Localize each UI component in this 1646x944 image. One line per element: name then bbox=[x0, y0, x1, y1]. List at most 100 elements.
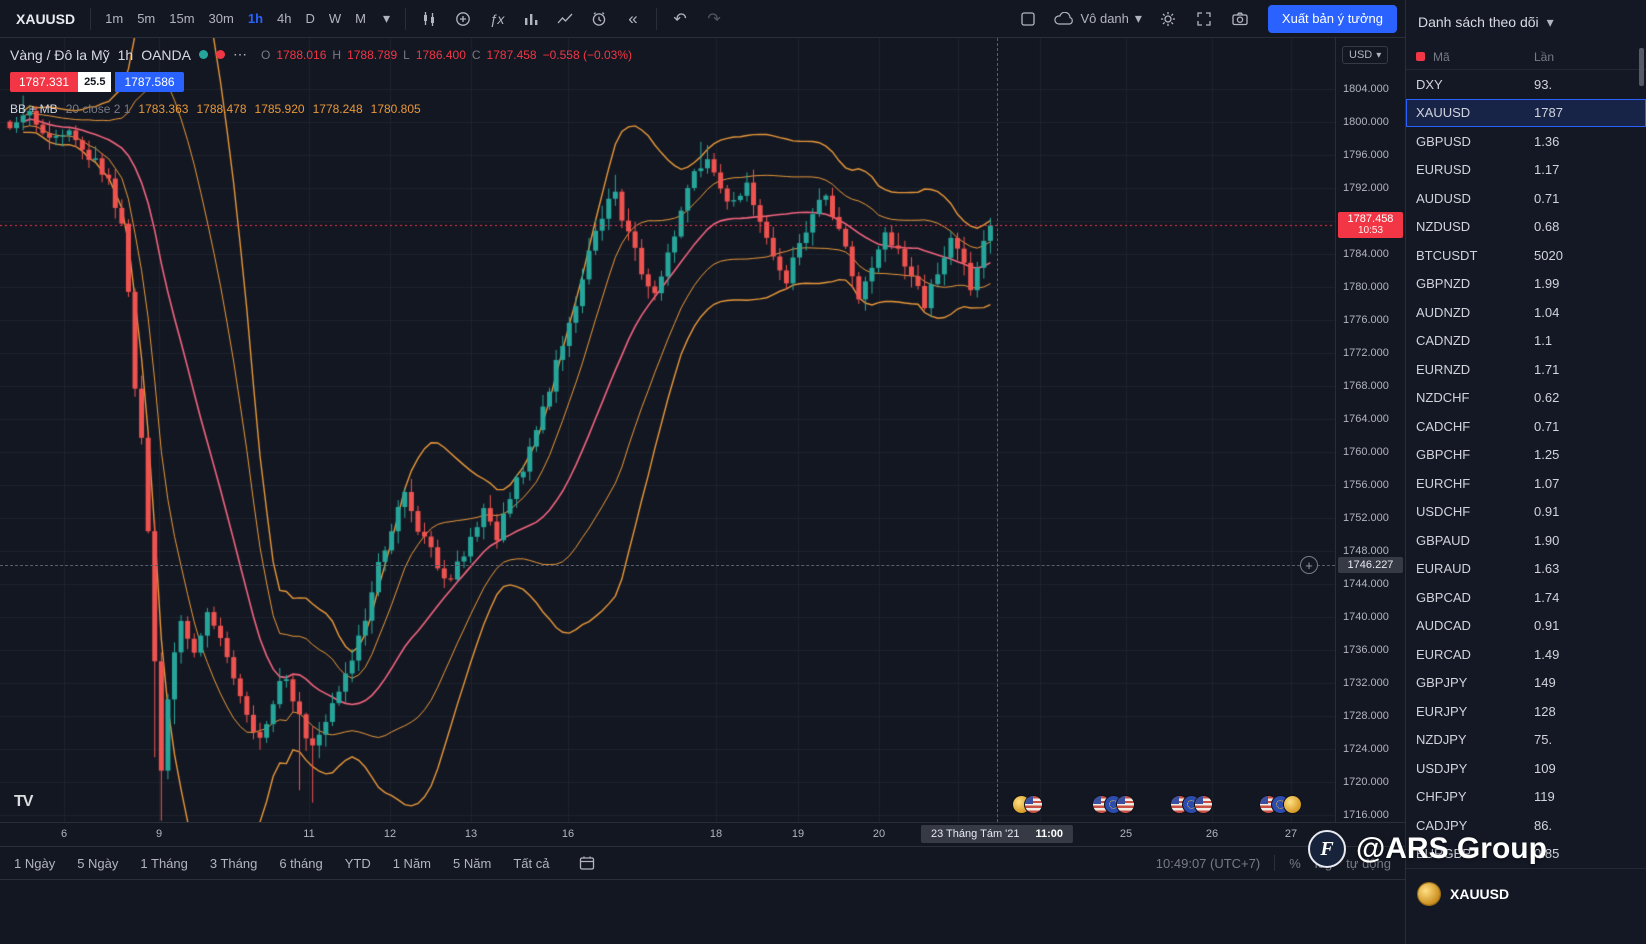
watchlist-row-eurusd[interactable]: EURUSD 1.17 bbox=[1406, 156, 1646, 185]
interval-button-15m[interactable]: 15m bbox=[169, 11, 195, 26]
watchlist-row-eurcad[interactable]: EURCAD 1.49 bbox=[1406, 640, 1646, 669]
watchlist-row-eurchf[interactable]: EURCHF 1.07 bbox=[1406, 469, 1646, 498]
clock[interactable]: 10:49:07 (UTC+7) bbox=[1155, 855, 1261, 871]
price-axis-label: 1748.000 bbox=[1343, 545, 1389, 557]
watchlist-row-cadnzd[interactable]: CADNZD 1.1 bbox=[1406, 327, 1646, 356]
symbol-title[interactable]: Vàng / Đô la Mỹ bbox=[10, 46, 110, 63]
sell-button[interactable]: 1787.331 bbox=[10, 72, 79, 92]
alert-button[interactable] bbox=[583, 6, 615, 32]
publish-idea-button[interactable]: Xuất bản ý tưởng bbox=[1267, 4, 1397, 33]
forecast-tools-button[interactable] bbox=[549, 6, 581, 32]
watchlist-row-btcusdt[interactable]: BTCUSDT 5020 bbox=[1406, 241, 1646, 270]
cloud-account-button[interactable]: Vô danh ▾ bbox=[1048, 10, 1147, 27]
settings-button[interactable] bbox=[1152, 6, 1184, 32]
economic-event-group[interactable] bbox=[1013, 796, 1042, 813]
fullscreen-button[interactable] bbox=[1188, 6, 1220, 32]
watchlist-row-eurjpy[interactable]: EURJPY 128 bbox=[1406, 697, 1646, 726]
column-symbol[interactable]: Mã bbox=[1433, 49, 1450, 64]
flag-column-icon[interactable] bbox=[1416, 52, 1425, 61]
buy-button[interactable]: 1787.586 bbox=[115, 72, 184, 92]
range-button-1-tháng[interactable]: 1 Tháng bbox=[140, 855, 188, 871]
indicator-value: 1778.248 bbox=[312, 102, 363, 116]
econ-event-us-flag-icon[interactable] bbox=[1195, 796, 1212, 813]
undo-button[interactable]: ↶ bbox=[664, 6, 696, 32]
watchlist-row-audusd[interactable]: AUDUSD 0.71 bbox=[1406, 184, 1646, 213]
legend-more-icon[interactable]: ⋯ bbox=[232, 46, 247, 62]
watchlist-row-dxy[interactable]: DXY 93. bbox=[1406, 70, 1646, 99]
watchlist-row-nzdchf[interactable]: NZDCHF 0.62 bbox=[1406, 384, 1646, 413]
watchlist-row-gbpchf[interactable]: GBPCHF 1.25 bbox=[1406, 441, 1646, 470]
bar-replay-button[interactable]: « bbox=[617, 6, 649, 32]
watchlist-row-gbpaud[interactable]: GBPAUD 1.90 bbox=[1406, 526, 1646, 555]
watchlist-row-cadchf[interactable]: CADCHF 0.71 bbox=[1406, 412, 1646, 441]
scale-button-%[interactable]: % bbox=[1289, 855, 1301, 871]
layout-select-button[interactable] bbox=[1012, 6, 1044, 32]
watchlist-row-chfjpy[interactable]: CHFJPY 119 bbox=[1406, 783, 1646, 812]
range-button-ytd[interactable]: YTD bbox=[344, 855, 371, 871]
watchlist-row-audnzd[interactable]: AUDNZD 1.04 bbox=[1406, 298, 1646, 327]
column-last[interactable]: Lần bbox=[1534, 49, 1555, 64]
watchlist-row-gbpusd[interactable]: GBPUSD 1.36 bbox=[1406, 127, 1646, 156]
watchlist-row-euraud[interactable]: EURAUD 1.63 bbox=[1406, 555, 1646, 584]
candle-style-button[interactable] bbox=[413, 6, 445, 32]
range-button-5-ngày[interactable]: 5 Ngày bbox=[77, 855, 119, 871]
redo-button[interactable]: ↷ bbox=[698, 6, 730, 32]
watchlist-row-usdjpy[interactable]: USDJPY 109 bbox=[1406, 754, 1646, 783]
econ-event-us-flag-icon[interactable] bbox=[1025, 796, 1042, 813]
indicators-button[interactable]: ƒx bbox=[481, 6, 513, 32]
watchlist-rows: DXY 93. XAUUSD 1787 GBPUSD 1.36 EURUSD 1.17 AUDU… bbox=[1406, 70, 1646, 868]
watchlist-row-nzdjpy[interactable]: NZDJPY 75. bbox=[1406, 726, 1646, 755]
time-axis[interactable]: 23 Tháng Tám '21 11:00 6 9 11 12 13 16 18 19 20 2… bbox=[0, 822, 1405, 846]
watchlist-header[interactable]: Danh sách theo dõi ▾ bbox=[1406, 0, 1646, 44]
economic-event-group[interactable] bbox=[1171, 796, 1212, 813]
watchlist-row-gbpnzd[interactable]: GBPNZD 1.99 bbox=[1406, 270, 1646, 299]
indicator-legend-row[interactable]: BB + MB 20 close 2 1 1783.363 1788.478 178… bbox=[10, 102, 632, 116]
range-button-1-năm[interactable]: 1 Năm bbox=[392, 855, 432, 871]
economic-event-group[interactable] bbox=[1093, 796, 1134, 813]
screenshot-button[interactable] bbox=[1224, 6, 1256, 32]
watchlist-row-audcad[interactable]: AUDCAD 0.91 bbox=[1406, 612, 1646, 641]
watchlist-row-nzdusd[interactable]: NZDUSD 0.68 bbox=[1406, 213, 1646, 242]
econ-event-gold-flag-icon[interactable] bbox=[1284, 796, 1301, 813]
watchlist-scrollbar[interactable] bbox=[1639, 48, 1644, 86]
watchlist-row-usdchf[interactable]: USDCHF 0.91 bbox=[1406, 498, 1646, 527]
scale-button-tự-động[interactable]: tự động bbox=[1346, 855, 1391, 871]
symbol-interval[interactable]: 1h bbox=[117, 46, 134, 63]
watchlist-row-cadjpy[interactable]: CADJPY 86. bbox=[1406, 811, 1646, 840]
interval-button-1h[interactable]: 1h bbox=[247, 11, 264, 26]
range-button-5-năm[interactable]: 5 Năm bbox=[453, 855, 492, 871]
watchlist-last-value: 1.63 bbox=[1534, 561, 1560, 577]
compare-button[interactable] bbox=[447, 6, 479, 32]
crosshair-add-alert-button[interactable]: + bbox=[1300, 556, 1318, 574]
range-button-6-tháng[interactable]: 6 tháng bbox=[279, 855, 323, 871]
currency-selector[interactable]: USD ▾ bbox=[1342, 46, 1389, 64]
interval-button-M[interactable]: M bbox=[355, 11, 366, 26]
interval-button-D[interactable]: D bbox=[305, 11, 315, 26]
interval-button-1m[interactable]: 1m bbox=[105, 11, 124, 26]
gold-coin-icon bbox=[1418, 883, 1440, 905]
watchlist-row-gbpcad[interactable]: GBPCAD 1.74 bbox=[1406, 583, 1646, 612]
price-axis[interactable]: USD ▾ 1787.458 10:53 1746.227 1804.000 18… bbox=[1335, 38, 1405, 822]
range-button-3-tháng[interactable]: 3 Tháng bbox=[209, 855, 258, 871]
watchlist-row-eurnzd[interactable]: EURNZD 1.71 bbox=[1406, 355, 1646, 384]
interval-button-5m[interactable]: 5m bbox=[137, 11, 156, 26]
interval-button-W[interactable]: W bbox=[328, 11, 342, 26]
range-button-tất-cả[interactable]: Tất cả bbox=[513, 855, 550, 871]
watchlist-row-xauusd[interactable]: XAUUSD 1787 bbox=[1406, 98, 1646, 127]
watchlist-row-eurgbp[interactable]: EURGBP 0.85 bbox=[1406, 840, 1646, 869]
symbol-search-button[interactable]: XAUUSD bbox=[16, 10, 76, 27]
econ-event-us-flag-icon[interactable] bbox=[1117, 796, 1134, 813]
range-button-1-ngày[interactable]: 1 Ngày bbox=[14, 855, 56, 871]
interval-button-4h[interactable]: 4h bbox=[277, 11, 292, 26]
go-to-date-button[interactable] bbox=[571, 850, 603, 876]
watchlist-row-gbpjpy[interactable]: GBPJPY 149 bbox=[1406, 669, 1646, 698]
symbol-exchange[interactable]: OANDA bbox=[141, 46, 191, 63]
interval-button-30m[interactable]: 30m bbox=[208, 11, 234, 26]
price-chart-canvas[interactable] bbox=[0, 38, 1335, 822]
tradingview-logo[interactable]: TV bbox=[14, 793, 33, 810]
watchlist-last-value: 0.62 bbox=[1534, 390, 1560, 406]
indicator-templates-button[interactable] bbox=[515, 6, 547, 32]
scale-button-log[interactable]: log bbox=[1314, 855, 1333, 871]
economic-event-group[interactable] bbox=[1260, 796, 1301, 813]
interval-dropdown-caret-icon[interactable]: ▾ bbox=[383, 10, 391, 26]
